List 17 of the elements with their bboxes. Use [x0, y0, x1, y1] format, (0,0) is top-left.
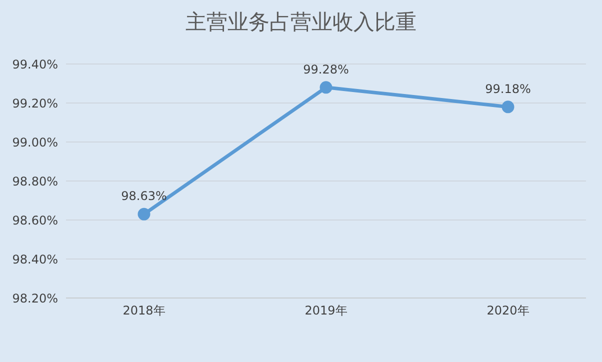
y-tick-label: 98.80% — [12, 174, 58, 188]
y-tick-label: 99.00% — [12, 135, 58, 150]
data-label: 98.63% — [121, 189, 167, 204]
point — [138, 208, 150, 220]
y-tick-label: 98.20% — [12, 291, 58, 306]
x-tick-label: 2020年 — [486, 304, 530, 318]
y-tick-label: 98.60% — [12, 213, 58, 228]
x-tick-label: 2019年 — [304, 304, 348, 318]
point — [320, 81, 332, 94]
point — [502, 100, 514, 114]
y-tick-label: 98.40% — [12, 252, 58, 266]
chart-title: 主营业务占营业收入比重 — [184, 9, 418, 36]
data-label: 99.18% — [485, 82, 531, 96]
data-label: 99.28% — [303, 62, 349, 76]
y-tick-label: 99.20% — [12, 96, 58, 110]
y-tick-label: 99.40% — [12, 57, 58, 72]
x-tick-label: 2018年 — [122, 304, 166, 318]
